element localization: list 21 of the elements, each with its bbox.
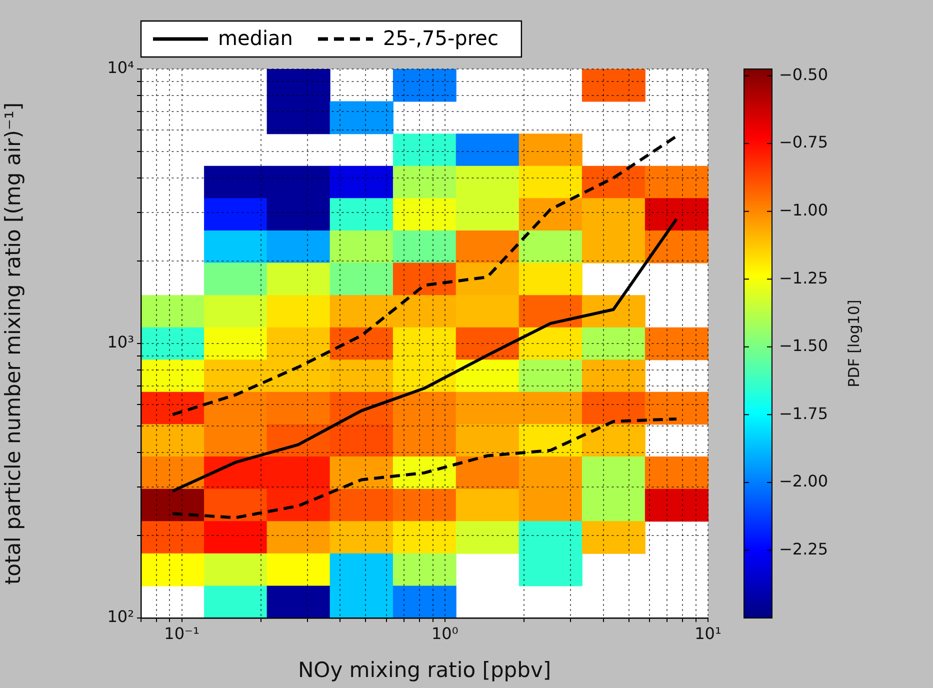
color-bar-title: PDF [log10] (844, 300, 863, 388)
y-tick-label: 10⁴ (107, 58, 134, 78)
legend-label: 25-,75-prec (382, 26, 498, 50)
color-bar-label: −1.25 (779, 268, 828, 288)
legend-label: median (218, 26, 293, 50)
x-tick-label: 10⁰ (431, 624, 458, 643)
line-series (171, 417, 678, 520)
x-axis-title: NOy mixing ratio [ppbv] (298, 658, 552, 682)
x-tick-label: 10¹ (694, 624, 722, 643)
color-bar-label: −2.00 (779, 472, 828, 491)
line-series (171, 134, 678, 416)
color-bar-label: −0.75 (779, 132, 828, 152)
y-tick-label: 10² (107, 607, 134, 626)
y-tick-label: 10³ (107, 332, 134, 352)
y-axis-title: total particle number mixing ratio [(mg air)⁻¹] (1, 102, 26, 585)
color-bar-label: −1.00 (779, 200, 828, 220)
x-tick-label: 10⁻¹ (164, 624, 200, 643)
color-bar-label: −1.50 (779, 336, 828, 356)
color-bar-label: −0.50 (779, 64, 828, 84)
color-bar-label: −1.75 (779, 404, 828, 423)
color-bar-label: −2.25 (779, 539, 828, 558)
